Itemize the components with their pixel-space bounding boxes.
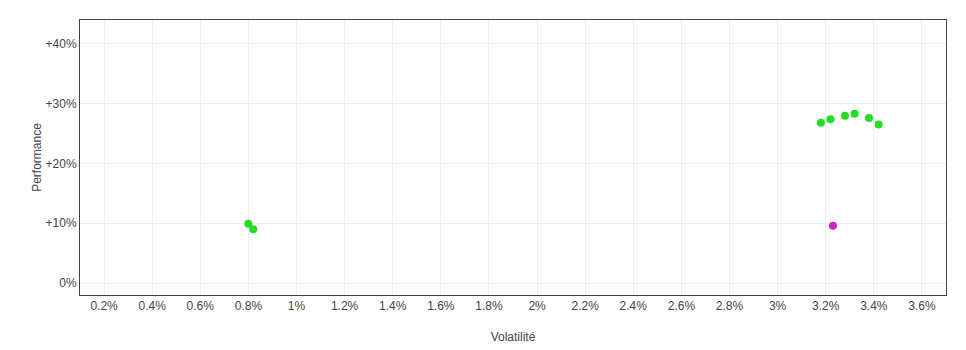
svg-text:+20%: +20% [46, 157, 77, 171]
svg-text:Performance: Performance [30, 123, 44, 192]
svg-text:3%: 3% [769, 299, 787, 313]
svg-text:2.6%: 2.6% [668, 299, 696, 313]
svg-text:2.8%: 2.8% [716, 299, 744, 313]
svg-text:2.2%: 2.2% [571, 299, 599, 313]
svg-text:3.2%: 3.2% [812, 299, 840, 313]
svg-text:Volatilité: Volatilité [491, 330, 536, 344]
svg-text:1%: 1% [288, 299, 306, 313]
svg-text:+10%: +10% [46, 216, 77, 230]
svg-text:0.8%: 0.8% [235, 299, 263, 313]
svg-text:+30%: +30% [46, 97, 77, 111]
svg-text:1.2%: 1.2% [331, 299, 359, 313]
svg-text:1.6%: 1.6% [427, 299, 455, 313]
svg-text:0.6%: 0.6% [187, 299, 215, 313]
svg-text:0.4%: 0.4% [138, 299, 166, 313]
svg-text:1.4%: 1.4% [379, 299, 407, 313]
svg-text:0.2%: 0.2% [90, 299, 118, 313]
svg-text:2.4%: 2.4% [620, 299, 648, 313]
svg-text:3.6%: 3.6% [908, 299, 936, 313]
svg-text:3.4%: 3.4% [860, 299, 888, 313]
svg-text:2%: 2% [528, 299, 546, 313]
svg-text:+40%: +40% [46, 37, 77, 51]
svg-text:1.8%: 1.8% [475, 299, 503, 313]
svg-text:0%: 0% [59, 276, 77, 290]
